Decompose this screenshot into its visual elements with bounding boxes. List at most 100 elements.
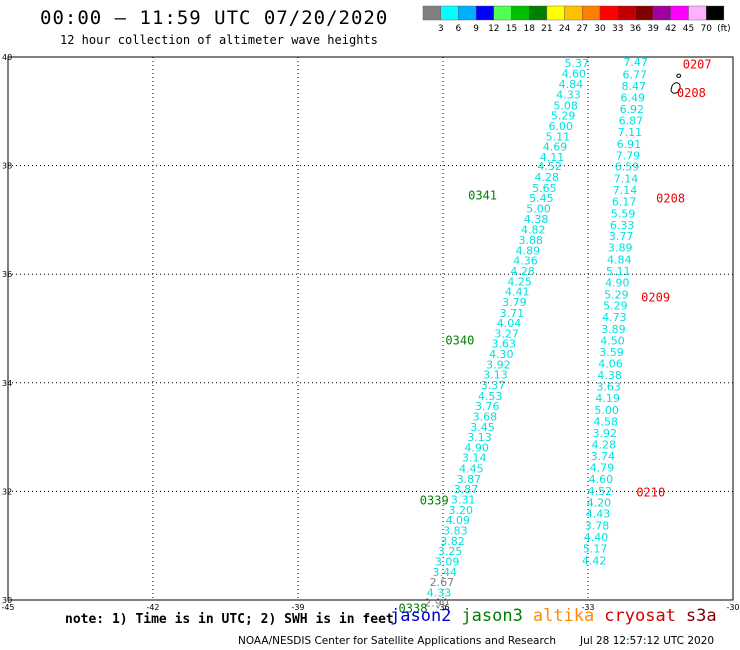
- color-swatch: [493, 5, 512, 21]
- wave-height-reading: 6.91: [617, 138, 642, 151]
- wave-height-reading: 3.89: [608, 242, 633, 255]
- wave-height-reading: 4.89: [516, 244, 541, 257]
- footer-credit: NOAA/NESDIS Center for Satellite Applica…: [238, 635, 556, 647]
- wave-height-reading: 5.29: [604, 288, 629, 301]
- satellite-legend-jason3: jason3: [461, 606, 523, 626]
- color-swatch: [529, 5, 548, 21]
- color-scale-label: 42: [665, 24, 676, 34]
- wave-height-reading: 6.92: [620, 103, 645, 116]
- color-swatch: [688, 5, 707, 21]
- x-tick-label: -30: [726, 603, 739, 612]
- pass-time-labels: 0341 0340 0339 0338 0207 0208 0208 0209 0210: [399, 58, 712, 616]
- pass-time-label: 0207: [683, 58, 712, 72]
- pass-time-label: 0339: [420, 494, 449, 508]
- wave-height-reading: 3.68: [473, 410, 498, 423]
- color-scale-label: 70: [700, 24, 712, 34]
- color-scale-label: 33: [612, 24, 623, 34]
- wave-height-reading: 4.50: [600, 334, 625, 347]
- color-swatch: [422, 5, 441, 21]
- wave-height-reading: 3.89: [601, 323, 626, 336]
- wave-height-reading: 2.67: [430, 576, 455, 589]
- altimeter-track-west: 5.374.604.844.335.085.296.005.114.694.11…: [424, 57, 589, 610]
- wave-height-reading: 4.33: [427, 586, 452, 599]
- wave-height-reading: 3.63: [491, 338, 516, 351]
- wave-height-reading: 3.44: [433, 566, 458, 579]
- units-note: note: 1) Time is in UTC; 2) SWH is in fe…: [65, 612, 394, 627]
- wave-height-reading: 4.41: [505, 286, 530, 299]
- satellite-legend: jason2 jason3 altika cryosat s3a: [390, 606, 727, 626]
- color-swatch: [617, 5, 636, 21]
- wave-height-reading: 6.33: [610, 219, 635, 232]
- wave-height-reading: 5.65: [532, 182, 557, 195]
- wave-height-reading: 5.08: [553, 99, 578, 112]
- satellite-legend-altika: altika: [532, 606, 595, 626]
- y-tick-label: 38: [2, 162, 12, 171]
- color-scale-label: 15: [506, 24, 517, 34]
- color-swatch: [599, 5, 618, 21]
- wave-height-reading: 3.20: [448, 504, 473, 517]
- island-outlines: [670, 73, 682, 94]
- wave-height-reading: 5.00: [526, 202, 551, 215]
- color-scale-label: 9: [473, 24, 479, 34]
- wave-height-reading: 4.25: [507, 275, 532, 288]
- wave-height-reading: 3.31: [451, 494, 476, 507]
- wave-height-reading: 4.04: [497, 317, 522, 330]
- wave-height-reading: 3.63: [596, 381, 621, 394]
- footer-timestamp: Jul 28 12:57:12 UTC 2020: [580, 635, 715, 647]
- wave-height-reading: 4.09: [446, 514, 471, 527]
- wave-height-reading: 3.87: [454, 483, 479, 496]
- pass-time-label: 0341: [468, 188, 497, 202]
- wave-height-reading: 4.79: [590, 462, 615, 475]
- color-scale-label: 12: [488, 24, 499, 34]
- color-scale-label: 27: [577, 24, 588, 34]
- satellite-legend-cryosat: cryosat: [604, 606, 676, 626]
- wave-height-reading: 4.90: [464, 441, 489, 454]
- wave-height-reading: 3.83: [443, 524, 468, 537]
- satellite-legend-jason2: jason2: [390, 606, 452, 626]
- color-scale-label: 3: [438, 24, 444, 34]
- wave-height-reading: 5.29: [603, 300, 628, 313]
- wave-height-reading: 4.30: [489, 348, 514, 361]
- pass-time-label: 0340: [445, 333, 474, 347]
- wave-height-reading: 3.27: [494, 327, 519, 340]
- island-outline-small: [676, 73, 682, 78]
- color-swatch: [440, 5, 459, 21]
- wave-height-reading: 4.45: [459, 463, 484, 476]
- wave-height-reading: 3.74: [591, 450, 616, 463]
- pass-time-label: 0338: [399, 602, 428, 616]
- wave-height-reading: 6.87: [619, 115, 644, 128]
- wave-height-reading: 3.79: [502, 296, 527, 309]
- satellite-legend-s3a: s3a: [685, 606, 717, 626]
- wave-height-reading: 4.82: [521, 224, 546, 237]
- wave-height-reading: 6.17: [612, 195, 637, 208]
- wave-height-reading: 3.25: [438, 545, 463, 558]
- wave-height-reading: 4.84: [607, 254, 632, 267]
- wave-height-reading: 7.14: [613, 184, 638, 197]
- map-grid: [7, 56, 734, 601]
- wave-height-reading: 4.33: [556, 88, 581, 101]
- wave-height-reading: 5.00: [594, 404, 619, 417]
- color-swatch: [546, 5, 565, 21]
- wave-height-reading: 3.71: [500, 307, 525, 320]
- wave-height-reading: 4.38: [524, 213, 549, 226]
- wave-height-reading: 3.87: [457, 473, 482, 486]
- x-tick-label: -45: [1, 603, 14, 612]
- x-tick-label: -42: [146, 603, 159, 612]
- wave-height-reading: 3.82: [440, 535, 465, 548]
- wave-height-reading: 5.29: [551, 110, 576, 123]
- map-title: 00:00 – 11:59 UTC 07/20/2020: [40, 7, 389, 29]
- wave-height-reading: 6.59: [615, 161, 640, 174]
- x-tick-label: -36: [436, 603, 449, 612]
- pass-time-label: 0208: [677, 86, 706, 100]
- wave-height-reading: 4.43: [586, 508, 611, 521]
- x-tick-label: -33: [581, 603, 594, 612]
- color-scale-bar: 3 6 9 12 15 18 21 24 27 30 33 36 39 42 45 70 (ft): [422, 5, 731, 34]
- color-scale-label: 39: [647, 24, 659, 34]
- pass-time-label: 0209: [641, 291, 670, 305]
- wave-height-reading: 4.58: [593, 415, 618, 428]
- wave-height-reading: 4.53: [478, 390, 503, 403]
- color-swatch: [511, 5, 530, 21]
- wave-height-reading: 4.73: [602, 311, 627, 324]
- wave-height-reading: 4.19: [595, 392, 620, 405]
- color-scale-label: 24: [559, 24, 571, 34]
